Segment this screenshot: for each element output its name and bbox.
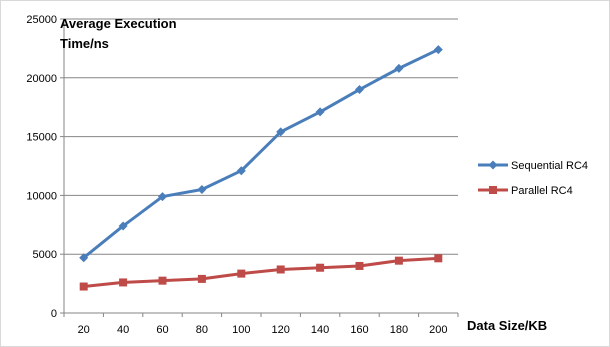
x-tick-label: 160 xyxy=(350,324,368,336)
tick-labels: 0 5000 10000 15000 20000 25000 20 40 60 80 100 120 1… xyxy=(26,14,447,336)
legend-label: Parallel RC4 xyxy=(511,185,573,197)
data-point-diamond xyxy=(355,85,364,95)
y-tick-label: 25000 xyxy=(26,14,57,26)
x-tick-label: 180 xyxy=(390,324,408,336)
series-lines xyxy=(82,48,439,289)
x-tick-label: 200 xyxy=(429,324,447,336)
x-tick-label: 80 xyxy=(196,324,208,336)
gridlines xyxy=(64,18,458,255)
series-line-sequential-rc4 xyxy=(82,48,439,259)
y-tick-label: 20000 xyxy=(26,73,57,85)
data-point-square xyxy=(434,254,443,263)
data-point-diamond xyxy=(315,107,325,117)
x-tick-label: 100 xyxy=(232,324,250,336)
data-point-diamond xyxy=(118,221,128,231)
data-point-diamond xyxy=(276,127,286,137)
data-point-square xyxy=(158,276,167,285)
y-tick-label: 10000 xyxy=(26,190,57,202)
axes xyxy=(60,18,459,317)
x-tick-label: 140 xyxy=(311,324,329,336)
series-markers xyxy=(79,45,443,291)
x-tick-label: 60 xyxy=(156,324,168,336)
y-axis-title-line-1: Average Execution xyxy=(60,16,177,31)
data-point-square xyxy=(276,265,285,274)
data-point-diamond xyxy=(433,45,443,55)
series-line-parallel-rc4 xyxy=(83,256,439,289)
x-tick-label: 20 xyxy=(78,324,90,336)
x-tick-label: 120 xyxy=(272,324,290,336)
legend-label: Sequential RC4 xyxy=(511,160,588,172)
x-axis-title: Data Size/KB xyxy=(467,318,547,333)
data-point-diamond xyxy=(197,185,207,195)
data-point-square xyxy=(316,263,325,272)
y-tick-label: 5000 xyxy=(33,249,57,261)
data-point-diamond xyxy=(394,63,404,73)
data-point-square xyxy=(119,278,128,287)
legend: Sequential RC4 Parallel RC4 xyxy=(478,160,588,197)
legend-marker-square xyxy=(489,186,497,194)
axis-titles: Average Execution Time/ns Data Size/KB xyxy=(60,16,547,333)
y-tick-label: 15000 xyxy=(26,132,57,144)
y-axis-title-line-2: Time/ns xyxy=(60,36,109,51)
data-point-diamond xyxy=(158,192,167,202)
data-point-square xyxy=(394,256,403,265)
y-tick-label: 0 xyxy=(51,308,57,320)
legend-marker-diamond xyxy=(488,160,498,170)
x-tick-label: 40 xyxy=(117,324,129,336)
data-point-diamond xyxy=(236,166,246,176)
data-point-square xyxy=(197,274,206,283)
data-point-square xyxy=(355,261,364,270)
data-point-square xyxy=(237,269,246,278)
data-point-diamond xyxy=(79,253,89,263)
data-point-square xyxy=(79,282,88,291)
